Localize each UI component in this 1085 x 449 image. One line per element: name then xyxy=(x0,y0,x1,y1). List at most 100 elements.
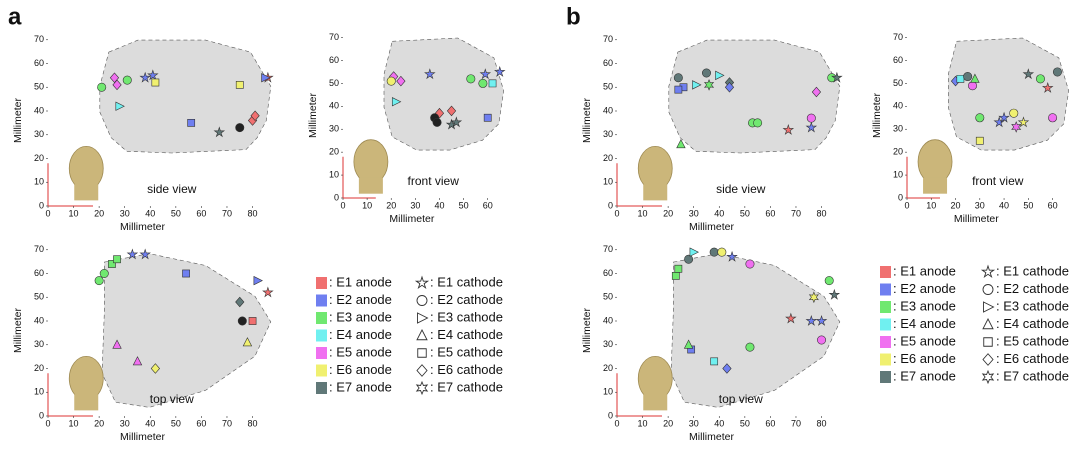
x-tick-label: 70 xyxy=(222,418,232,428)
legend-label: : E5 cathode xyxy=(430,344,503,359)
y-tick-label: 10 xyxy=(34,177,44,187)
x-tick-label: 60 xyxy=(1048,200,1058,210)
y-tick-label: 30 xyxy=(34,339,44,349)
y-tick-label: 20 xyxy=(329,147,339,157)
electrode-marker xyxy=(710,248,718,256)
y-tick-label: 30 xyxy=(34,129,44,139)
x-tick-label: 60 xyxy=(196,208,206,218)
x-tick-label: 10 xyxy=(69,208,79,218)
head-icon-neck xyxy=(923,178,947,194)
legend-symbol xyxy=(416,277,427,288)
legend-label: : E3 anode xyxy=(329,309,392,324)
legend-label: : E1 cathode xyxy=(430,274,503,289)
legend-label: : E4 anode xyxy=(329,327,392,342)
electrode-marker xyxy=(97,83,105,91)
electrode-marker xyxy=(753,119,761,127)
electrode-marker xyxy=(968,82,976,90)
legend-label: : E1 cathode xyxy=(996,263,1069,278)
legend-label: : E3 cathode xyxy=(430,309,503,324)
x-tick-label: 30 xyxy=(120,418,130,428)
electrode-marker xyxy=(387,77,395,85)
legend-swatch xyxy=(880,284,891,296)
electrode-marker xyxy=(249,317,256,324)
x-tick-label: 40 xyxy=(145,208,155,218)
head-surface xyxy=(384,38,504,150)
electrode-marker xyxy=(674,74,682,82)
y-tick-label: 60 xyxy=(34,268,44,278)
y-tick-label: 70 xyxy=(329,32,339,42)
electrode-marker xyxy=(690,248,698,256)
head-icon xyxy=(354,140,388,184)
x-tick-label: 80 xyxy=(248,208,258,218)
electrode-marker xyxy=(976,114,984,122)
y-tick-label: 40 xyxy=(34,105,44,115)
x-tick-label: 50 xyxy=(1023,200,1033,210)
legend-symbol xyxy=(418,349,427,358)
legend-label: : E6 anode xyxy=(329,362,392,377)
y-tick-label: 10 xyxy=(329,169,339,179)
legend-symbol xyxy=(983,371,993,383)
electrode-marker xyxy=(807,114,815,122)
legend-symbol xyxy=(984,338,993,347)
y-tick-label: 60 xyxy=(603,268,613,278)
y-tick-label: 70 xyxy=(34,244,44,254)
x-tick-label: 80 xyxy=(248,418,258,428)
y-axis-label: Millimeter xyxy=(12,98,24,143)
y-tick-label: 0 xyxy=(39,200,44,210)
electrode-marker xyxy=(1036,75,1044,83)
x-tick-label: 50 xyxy=(171,418,181,428)
y-tick-label: 50 xyxy=(34,292,44,302)
electrode-marker xyxy=(684,255,692,263)
legend-symbol xyxy=(984,302,994,312)
electrode-marker xyxy=(1048,114,1056,122)
electrode-marker xyxy=(95,276,103,284)
x-tick-label: 60 xyxy=(483,200,493,210)
y-tick-label: 70 xyxy=(893,32,903,42)
y-tick-label: 0 xyxy=(39,410,44,420)
x-tick-label: 70 xyxy=(222,208,232,218)
electrode-marker xyxy=(830,290,840,299)
y-tick-label: 40 xyxy=(34,315,44,325)
x-tick-label: 20 xyxy=(951,200,961,210)
electrode-marker xyxy=(484,114,491,121)
legend-swatch xyxy=(316,295,327,307)
legend-label: : E5 cathode xyxy=(996,333,1069,348)
y-tick-label: 60 xyxy=(893,55,903,65)
y-tick-label: 40 xyxy=(893,101,903,111)
y-tick-label: 60 xyxy=(329,55,339,65)
x-tick-label: 50 xyxy=(459,200,469,210)
y-axis-label: Millimeter xyxy=(581,308,593,353)
legend-label: : E3 anode xyxy=(893,298,956,313)
legend-swatch xyxy=(880,319,891,331)
view-label: top view xyxy=(150,392,194,406)
y-tick-label: 50 xyxy=(893,78,903,88)
view-label: front view xyxy=(408,174,460,188)
electrode-marker xyxy=(675,265,682,272)
head-icon xyxy=(918,140,952,184)
y-axis-label: Millimeter xyxy=(581,98,593,143)
legend-label: : E6 cathode xyxy=(996,351,1069,366)
electrode-marker xyxy=(1053,68,1061,76)
y-tick-label: 70 xyxy=(603,244,613,254)
view-label: side view xyxy=(147,182,197,196)
x-tick-label: 40 xyxy=(714,208,724,218)
x-tick-label: 10 xyxy=(638,418,648,428)
head-icon xyxy=(638,146,672,190)
head-surface xyxy=(100,40,271,153)
head-surface xyxy=(671,254,840,408)
x-axis-label: Millimeter xyxy=(120,431,165,443)
y-tick-label: 20 xyxy=(34,153,44,163)
x-tick-label: 50 xyxy=(171,208,181,218)
legend-label: : E1 anode xyxy=(893,263,956,278)
view-label: front view xyxy=(972,174,1024,188)
electrode-marker xyxy=(236,81,243,88)
y-axis-label: Millimeter xyxy=(307,93,319,138)
legend-label: : E6 anode xyxy=(893,351,956,366)
y-tick-label: 40 xyxy=(603,105,613,115)
panel-letter: b xyxy=(566,3,581,30)
legend-swatch xyxy=(880,336,891,348)
electrode-marker xyxy=(675,86,682,93)
legend-symbol xyxy=(983,354,993,366)
legend-label: : E4 cathode xyxy=(430,327,503,342)
legend-swatch xyxy=(316,365,327,377)
